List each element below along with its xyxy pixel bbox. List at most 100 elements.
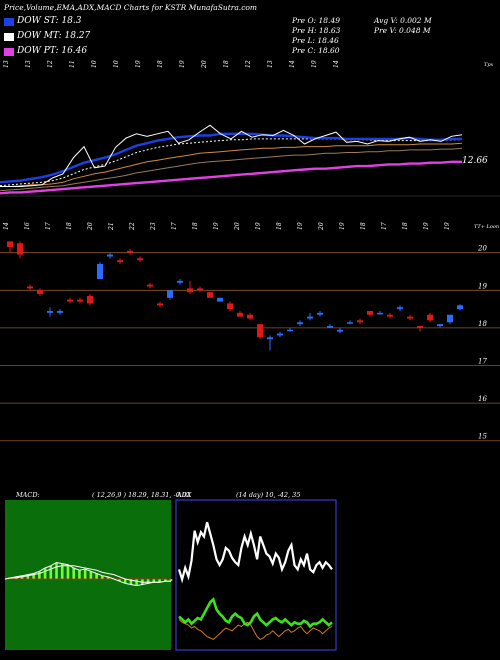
candle-body xyxy=(167,290,173,298)
candle xyxy=(137,256,143,263)
ema-last-value: 12.66 xyxy=(462,156,488,166)
price-date-label: 22 xyxy=(129,222,136,231)
price-date-label: 19 xyxy=(423,222,430,230)
candle xyxy=(437,324,443,328)
candle xyxy=(157,301,163,308)
ema-date-label: 19 xyxy=(311,60,318,68)
candle-body xyxy=(17,243,23,255)
candle-body xyxy=(407,316,413,319)
price-date-label: 17 xyxy=(45,222,52,230)
candle xyxy=(187,280,193,295)
candle xyxy=(87,294,93,306)
candle-body xyxy=(177,280,183,283)
price-date-label: 14 xyxy=(3,222,10,230)
ema-long-line xyxy=(0,147,463,192)
candle-body xyxy=(67,299,73,302)
prev-open: Pre O: 18.49 xyxy=(292,16,340,25)
candle-body xyxy=(337,329,343,332)
adx-di-minus-line xyxy=(178,619,333,640)
candle-body xyxy=(437,324,443,327)
candle xyxy=(397,305,403,311)
price-tick-label: 19 xyxy=(478,282,487,290)
candle-body xyxy=(217,297,223,302)
candle-body xyxy=(417,326,423,328)
candle-body xyxy=(397,307,403,310)
price-date-label: 19 xyxy=(213,222,220,230)
price-date-label: 20 xyxy=(318,222,325,231)
candle xyxy=(127,248,133,255)
ema-date-label: 19 xyxy=(179,60,186,68)
adx-label: ADX xyxy=(177,491,192,499)
ema-magenta-line xyxy=(0,160,462,195)
candle-body xyxy=(297,322,303,325)
candle xyxy=(37,288,43,296)
macd-lines xyxy=(4,561,171,587)
price-date-label: 23 xyxy=(150,222,157,231)
price-date-label: 19 xyxy=(339,222,346,230)
price-grid: 20 19 18 17 16 15 xyxy=(0,245,500,442)
candle-body xyxy=(367,310,373,315)
ema-fast-line xyxy=(0,132,462,184)
candle xyxy=(217,297,223,302)
ema-date-label: 14 xyxy=(333,60,340,68)
candle-body xyxy=(207,292,213,298)
candle xyxy=(377,310,383,315)
dow-mt-swatch xyxy=(4,33,14,41)
ema-date-label: 12 xyxy=(245,60,252,68)
candle xyxy=(247,312,253,321)
candle-body xyxy=(317,312,323,315)
price-date-label: 20 xyxy=(234,222,241,231)
candle xyxy=(387,312,393,319)
candle xyxy=(297,320,303,327)
prev-low: Pre L: 18.46 xyxy=(292,36,339,45)
candle xyxy=(27,284,33,291)
candle xyxy=(77,297,83,304)
candle-body xyxy=(107,254,113,257)
candle xyxy=(357,318,363,325)
price-tick-label: 15 xyxy=(478,433,487,441)
ema-date-label: 18 xyxy=(157,60,164,68)
candle-body xyxy=(427,314,433,321)
ema-date-label: 13 xyxy=(267,60,274,68)
candle-body xyxy=(127,250,133,253)
adx-panel-frame xyxy=(175,499,337,651)
candle xyxy=(227,301,233,311)
candle-body xyxy=(457,305,463,310)
dow-mt-label: DOW MT: 18.27 xyxy=(17,31,91,41)
candle-body xyxy=(347,322,353,324)
price-date-label: 18 xyxy=(192,222,199,230)
candle-body xyxy=(37,290,43,295)
candle-body xyxy=(87,295,93,304)
candle-body xyxy=(77,299,83,302)
price-date-label: 17 xyxy=(381,222,388,230)
price-candles xyxy=(7,241,463,351)
candle xyxy=(317,310,323,317)
dow-pt-label: DOW PT: 16.46 xyxy=(17,46,88,56)
candle-body xyxy=(287,329,293,332)
candle-body xyxy=(357,320,363,323)
candle-body xyxy=(277,333,283,336)
candle xyxy=(417,326,423,332)
ema-mid-line xyxy=(0,138,462,187)
price-tick-label: 16 xyxy=(478,395,487,403)
chart-title: Price,Volume,EMA,ADX,MACD Charts for KST… xyxy=(4,3,258,12)
price-date-labels: 14 16 17 18 20 21 22 23 17 18 19 20 19 18 19 20 19 18 17 18… xyxy=(3,222,451,231)
ema-date-label: 10 xyxy=(91,60,98,68)
candle-body xyxy=(267,337,273,340)
dow-pt-swatch xyxy=(4,48,14,56)
candle-body xyxy=(447,314,453,323)
candle-body xyxy=(117,260,123,263)
candle xyxy=(107,252,113,259)
prev-high: Pre H: 18.63 xyxy=(292,26,341,35)
candle-body xyxy=(237,312,243,317)
candle-body xyxy=(387,314,393,317)
candle xyxy=(167,290,173,300)
ema-date-label: 19 xyxy=(135,60,142,68)
candle-body xyxy=(137,258,143,261)
candle xyxy=(267,335,273,351)
price-date-label: 16 xyxy=(24,222,31,230)
macd-line xyxy=(4,561,171,587)
candle-body xyxy=(247,314,253,319)
